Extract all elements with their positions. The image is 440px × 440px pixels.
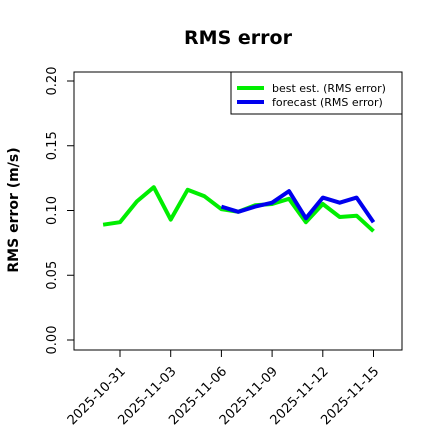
y-axis-label: RMS error (m/s) — [6, 147, 22, 272]
y-tick-label: 0.10 — [45, 196, 60, 225]
legend-label-best-est: best est. (RMS error) — [272, 82, 386, 95]
legend-box — [230, 71, 403, 115]
y-axis: 0.00 0.05 0.10 0.15 0.20 — [45, 67, 74, 355]
y-tick-label: 0.15 — [45, 131, 60, 160]
y-tick-label: 0.00 — [45, 326, 60, 355]
legend-label-forecast: forecast (RMS error) — [272, 96, 383, 109]
series-layer — [102, 185, 376, 233]
chart-title: RMS error — [184, 27, 293, 49]
series-line-1 — [220, 189, 376, 224]
x-axis: 2025-10-312025-11-032025-11-062025-11-09… — [65, 350, 382, 428]
y-tick-label: 0.20 — [45, 67, 60, 96]
y-tick-label: 0.05 — [45, 261, 60, 290]
legend: best est. (RMS error) forecast (RMS erro… — [230, 71, 403, 115]
series-line-0 — [102, 185, 375, 233]
